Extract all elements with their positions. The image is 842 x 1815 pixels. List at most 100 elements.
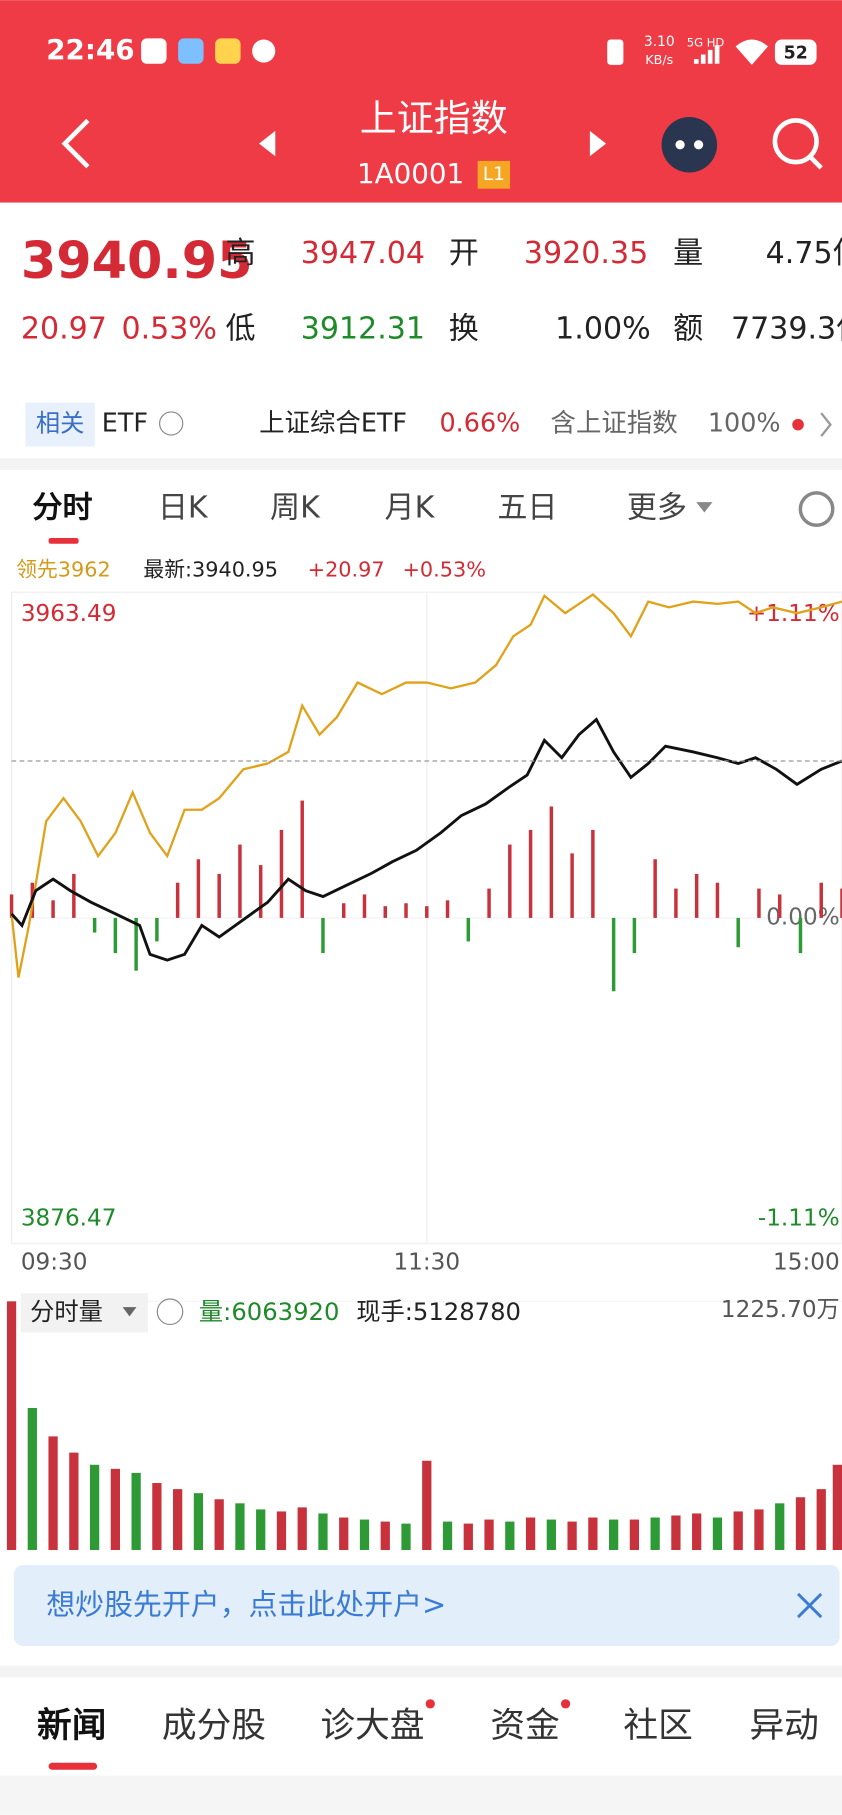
more-arrow [696,502,713,513]
tab[interactable]: 日K [158,491,209,526]
banner-close[interactable] [797,1592,823,1619]
bottom-tab[interactable]: 社区 [623,1706,692,1746]
volume-bar [650,1517,660,1550]
strength-bar [51,900,55,918]
strength-bar [300,800,304,918]
bottom-tab[interactable]: 诊大盘 [320,1706,424,1746]
volume-bar [380,1521,390,1550]
strength-bar [694,873,699,918]
strength-bar [279,829,284,918]
volume-bar [297,1507,307,1550]
strength-bar [632,917,637,954]
info-pct: +0.53% [402,557,486,581]
volume-bar [110,1468,120,1550]
high: 3947.04 [301,236,425,271]
tab-underline [48,537,79,544]
settings-button[interactable] [798,491,835,527]
volume-total: 量:6063920 [199,1297,340,1326]
bottom-tab[interactable]: 异动 [749,1706,818,1746]
net-speed: 3.10 [644,34,675,50]
robot-eye [675,140,685,150]
strength-bar [9,894,14,918]
strength-bar [570,853,574,918]
bottom-tab[interactable]: 资金 [490,1706,559,1746]
strength-bar [383,906,387,918]
tab[interactable]: 五日 [497,491,557,526]
search-button[interactable] [772,118,819,165]
strength-bar [611,917,616,992]
title: 上证指数 [360,97,508,140]
strength-bar [362,894,367,918]
volume-bar [359,1519,370,1550]
open: 3920.35 [524,236,648,271]
etf-contain: 含上证指数 [551,408,678,438]
strength-bar [217,873,221,918]
etf-name[interactable]: 上证综合ETF [259,408,407,438]
tab-bar: 分时 日K 周K 月K 五日 更多 [32,491,687,526]
help-icon[interactable] [156,1298,184,1326]
volume-bar [505,1521,515,1550]
strength-bar [591,829,595,918]
volume-bar [795,1497,806,1550]
volume-bar [6,1301,17,1550]
legend-lead: 领先3962 [16,557,111,581]
back-button[interactable] [61,118,90,169]
bottom-tab[interactable]: 新闻 [37,1706,106,1746]
volume-bar [609,1519,619,1550]
volume-bar [422,1460,432,1550]
volume-bar [276,1511,287,1550]
chevron[interactable] [820,412,832,437]
label: 开 [449,236,479,271]
strength-bar [674,888,678,918]
x-tick-label: 11:30 [393,1250,460,1276]
label: 额 [673,311,703,346]
robot-button[interactable] [661,116,718,173]
strength-bar [757,888,761,918]
strength-bar [508,844,512,918]
volume-title[interactable]: 分时量 [30,1297,103,1326]
next-button[interactable] [589,130,607,157]
volume-bar [832,1464,842,1550]
dot [560,1699,571,1709]
etf-weight: 100% [708,408,781,438]
vibrate-icon [607,39,624,65]
bottom-tab[interactable]: 成分股 [162,1706,266,1746]
strength-bar [736,917,740,948]
app-icon [178,38,204,64]
strength-bar [777,894,782,918]
strength-bar [342,903,346,918]
help-icon[interactable] [159,411,184,436]
separator [0,1665,842,1678]
bottom-bar [0,1775,842,1815]
label: 高 [226,236,256,271]
volume-bar [152,1483,162,1550]
strength-bar [840,888,842,918]
volume-bar [588,1517,598,1550]
y2-tick-label: 0.00% [766,904,839,930]
tab[interactable]: 分时 [32,491,92,526]
tab[interactable]: 周K [270,491,321,526]
banner-bg[interactable] [13,1565,840,1646]
low: 3912.31 [301,311,425,346]
tag: 相关 [36,409,85,438]
strength-bar [155,917,159,942]
volume-bar [48,1436,58,1550]
volume-bar [318,1513,328,1550]
y2-tick-label: -1.11% [758,1206,840,1232]
tag-bg [25,402,95,447]
volume-bar [754,1509,764,1550]
strength-bar [445,900,450,918]
signal-icon [693,45,720,64]
app-icon [215,38,241,64]
strength-bar [549,806,554,918]
bottom-tab-bar: 新闻 成分股 诊大盘 资金 社区 异动 [37,1706,819,1746]
strength-bar [466,917,471,942]
banner-text[interactable]: 想炒股先开户，点击此处开户> [46,1588,446,1622]
price-line [10,593,842,978]
prev-button[interactable] [259,130,276,157]
robot-eye [693,140,704,150]
tab[interactable]: 月K [385,491,436,526]
tab[interactable]: 更多 [627,491,687,526]
volume-bar [256,1509,266,1550]
info-change: +20.97 [308,557,385,581]
